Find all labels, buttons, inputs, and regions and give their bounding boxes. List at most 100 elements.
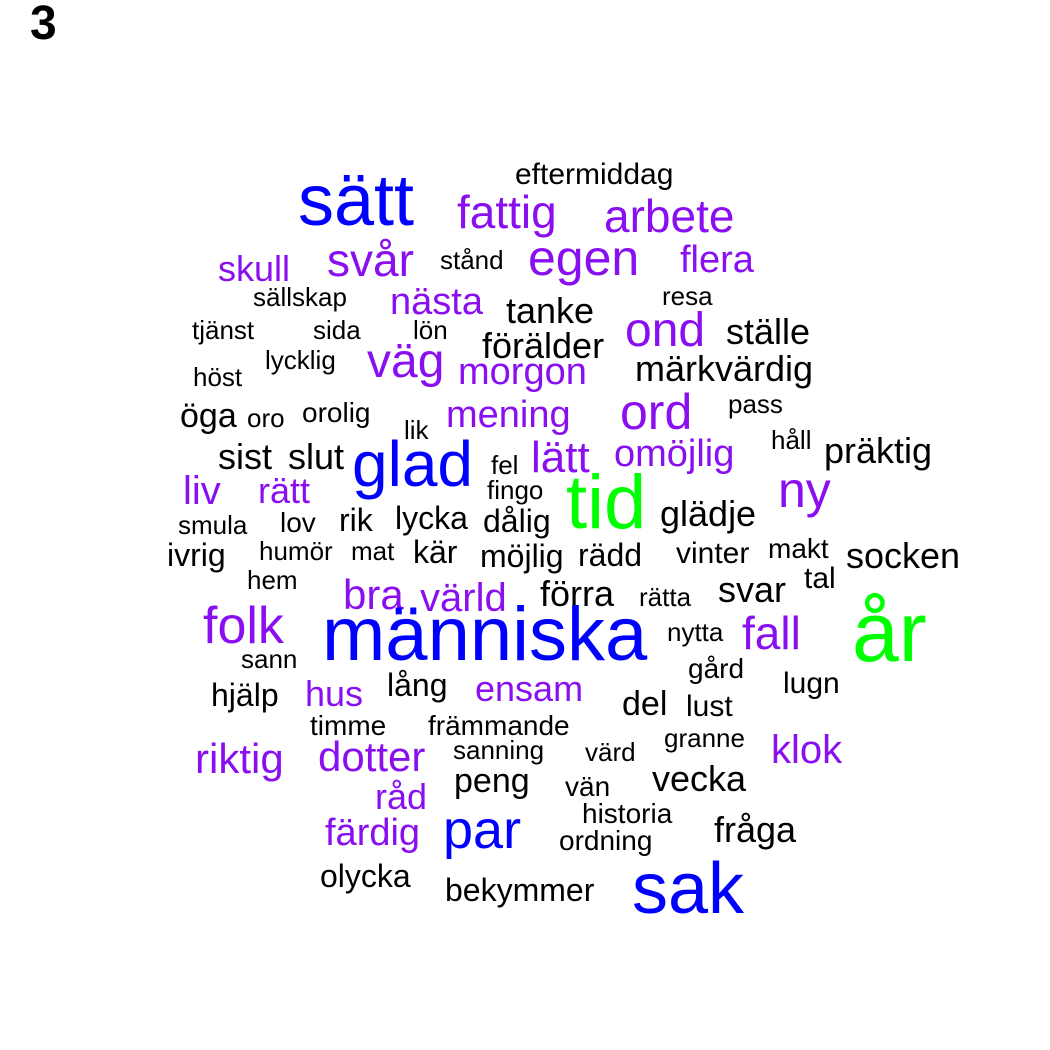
word-orolig: orolig: [302, 397, 371, 428]
word-host: höst: [193, 362, 243, 392]
word-tal: tal: [804, 562, 836, 595]
word-glad: glad: [352, 428, 473, 500]
word-fraga: fråga: [714, 809, 797, 850]
word-fall: fall: [742, 607, 801, 659]
word-del: del: [622, 685, 668, 723]
word-tjanst: tjänst: [192, 315, 255, 345]
word-fingo: fingo: [487, 475, 544, 505]
word-fardig: färdig: [325, 812, 421, 854]
word-dotter: dotter: [318, 733, 426, 780]
word-makt: makt: [768, 533, 829, 564]
word-van: vän: [565, 771, 611, 802]
word-mojlig: möjlig: [480, 538, 564, 574]
word-par: par: [443, 800, 522, 860]
word-latt: lätt: [531, 433, 590, 482]
word-forra: förra: [540, 573, 615, 614]
word-manniska: människa: [322, 592, 648, 677]
word-ratt: rätt: [258, 470, 311, 511]
word-timme: timme: [310, 710, 387, 741]
word-kar: kär: [413, 534, 458, 570]
word-riktig: riktig: [195, 735, 284, 782]
word-hjalp: hjälp: [211, 677, 279, 713]
word-liv: liv: [183, 469, 221, 513]
word-ivrig: ivrig: [167, 537, 226, 573]
word-markvardig: märkvärdig: [635, 348, 814, 389]
word-vinter: vinter: [676, 537, 750, 570]
word-foralder: förälder: [482, 325, 605, 366]
word-ond: ond: [625, 304, 706, 357]
word-mening: mening: [446, 394, 571, 436]
word-hem: hem: [247, 565, 298, 595]
word-lugn: lugn: [783, 667, 840, 700]
word-lon: lön: [413, 315, 448, 345]
word-sak: sak: [632, 849, 745, 929]
word-morgon: morgon: [458, 351, 587, 393]
word-egen: egen: [528, 230, 640, 286]
word-olycka: olycka: [320, 858, 411, 894]
word-fattig: fattig: [457, 186, 557, 238]
word-gard: gård: [688, 653, 745, 684]
word-lov: lov: [280, 507, 316, 538]
word-radd: rädd: [578, 537, 643, 573]
word-lang: lång: [387, 667, 448, 703]
word-praktig: präktig: [824, 430, 933, 471]
word-lycklig: lycklig: [265, 345, 336, 375]
word-rik: rik: [339, 502, 373, 538]
word-sist: sist: [218, 436, 272, 477]
word-oga: öga: [180, 397, 237, 435]
panel-label: 3: [30, 0, 57, 50]
word-vard: värd: [585, 737, 636, 767]
word-ny: ny: [778, 462, 831, 518]
word-eftermiddag: eftermiddag: [515, 158, 674, 191]
word-klok: klok: [771, 728, 843, 772]
word-lycka: lycka: [395, 500, 468, 536]
word-flera: flera: [680, 239, 754, 281]
word-tid: tid: [566, 460, 647, 545]
word-bra: bra: [343, 571, 404, 618]
word-resa: resa: [662, 281, 713, 311]
word-svar: svar: [718, 569, 787, 610]
word-lust: lust: [686, 690, 733, 723]
word-sann: sann: [241, 644, 298, 674]
word-varld: värld: [420, 576, 507, 620]
word-omojlig: omöjlig: [614, 433, 735, 475]
word-folk: folk: [203, 597, 284, 655]
word-mat: mat: [351, 536, 395, 566]
word-svar: svår: [327, 234, 414, 286]
word-arbete: arbete: [604, 190, 735, 242]
word-stand: stånd: [440, 245, 504, 275]
word-hus: hus: [305, 673, 364, 714]
word-granne: granne: [664, 723, 745, 753]
word-dalig: dålig: [483, 503, 551, 539]
word-peng: peng: [454, 762, 530, 800]
word-slut: slut: [288, 436, 345, 477]
word-ordning: ordning: [559, 825, 653, 856]
word-skull: skull: [218, 248, 291, 289]
word-vecka: vecka: [652, 758, 747, 799]
word-bekymmer: bekymmer: [445, 872, 595, 908]
word-smula: smula: [178, 510, 248, 540]
word-pass: pass: [728, 389, 783, 419]
word-sallskap: sällskap: [253, 282, 347, 312]
word-nasta: nästa: [390, 281, 483, 323]
word-fel: fel: [491, 450, 519, 480]
word-historia: historia: [582, 798, 673, 829]
word-vag: väg: [367, 335, 445, 388]
word-tanke: tanke: [506, 290, 595, 331]
word-frammande: främmande: [428, 710, 570, 741]
word-lik: lik: [404, 415, 429, 445]
word-oro: oro: [247, 403, 285, 433]
word-sida: sida: [313, 315, 361, 345]
word-nytta: nytta: [667, 617, 724, 647]
word-socken: socken: [846, 535, 961, 576]
word-ensam: ensam: [475, 668, 584, 709]
word-stalle: ställe: [726, 311, 811, 352]
word-hall: håll: [771, 425, 812, 455]
word-ratta: rätta: [639, 582, 692, 612]
word-satt: sätt: [298, 161, 415, 241]
word-rad: råd: [375, 776, 428, 817]
word-sanning: sanning: [453, 735, 545, 765]
word-gladje: glädje: [660, 493, 757, 534]
word-humor: humör: [259, 536, 333, 566]
